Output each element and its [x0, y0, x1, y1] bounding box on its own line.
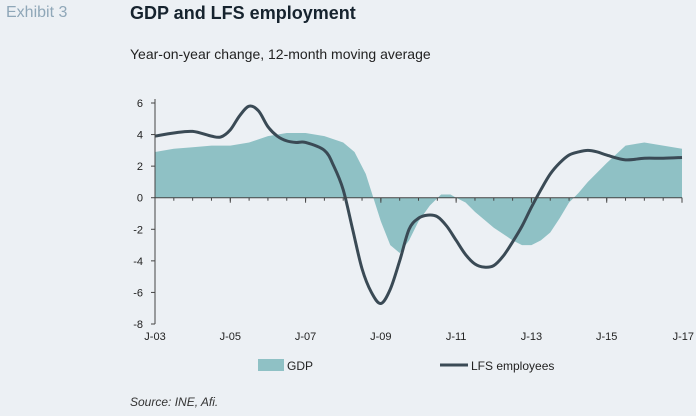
y-tick-label: 4 — [137, 130, 143, 142]
x-tick-label: J-13 — [521, 331, 542, 343]
y-tick-label: 0 — [137, 193, 143, 205]
chart-subtitle: Year-on-year change, 12-month moving ave… — [130, 46, 431, 62]
x-tick-label: J-07 — [295, 331, 316, 343]
y-tick-label: 6 — [137, 98, 143, 110]
y-tick-label: 2 — [137, 161, 143, 173]
legend-gdp-swatch — [258, 359, 284, 371]
x-axis: J-03 J-05 J-07 J-09 J-11 J-13 J-15 J-17 — [144, 197, 694, 343]
plot-area — [154, 104, 683, 305]
y-tick-label: -8 — [133, 319, 143, 331]
x-tick-label: J-17 — [673, 331, 694, 343]
y-tick-label: -6 — [133, 287, 143, 299]
y-axis: 6 4 2 0 -2 -4 -6 -8 — [133, 98, 156, 331]
legend-lfs-label: LFS employees — [471, 359, 554, 373]
y-tick-label: -2 — [133, 224, 143, 236]
chart-title: GDP and LFS employment — [130, 3, 356, 23]
series-gdp-area — [155, 132, 682, 253]
legend-gdp-label: GDP — [287, 359, 313, 373]
y-tick-label: -4 — [133, 256, 143, 268]
x-tick-label: J-15 — [596, 331, 617, 343]
series-lfs-line — [154, 104, 683, 305]
legend: GDP LFS employees — [258, 359, 554, 373]
x-tick-label: J-09 — [370, 331, 391, 343]
exhibit-label: Exhibit 3 — [6, 4, 68, 21]
x-tick-label: J-05 — [220, 331, 241, 343]
x-tick-label: J-03 — [144, 331, 165, 343]
x-tick-label: J-11 — [446, 331, 467, 343]
source-note: Source: INE, Afi. — [130, 395, 219, 409]
